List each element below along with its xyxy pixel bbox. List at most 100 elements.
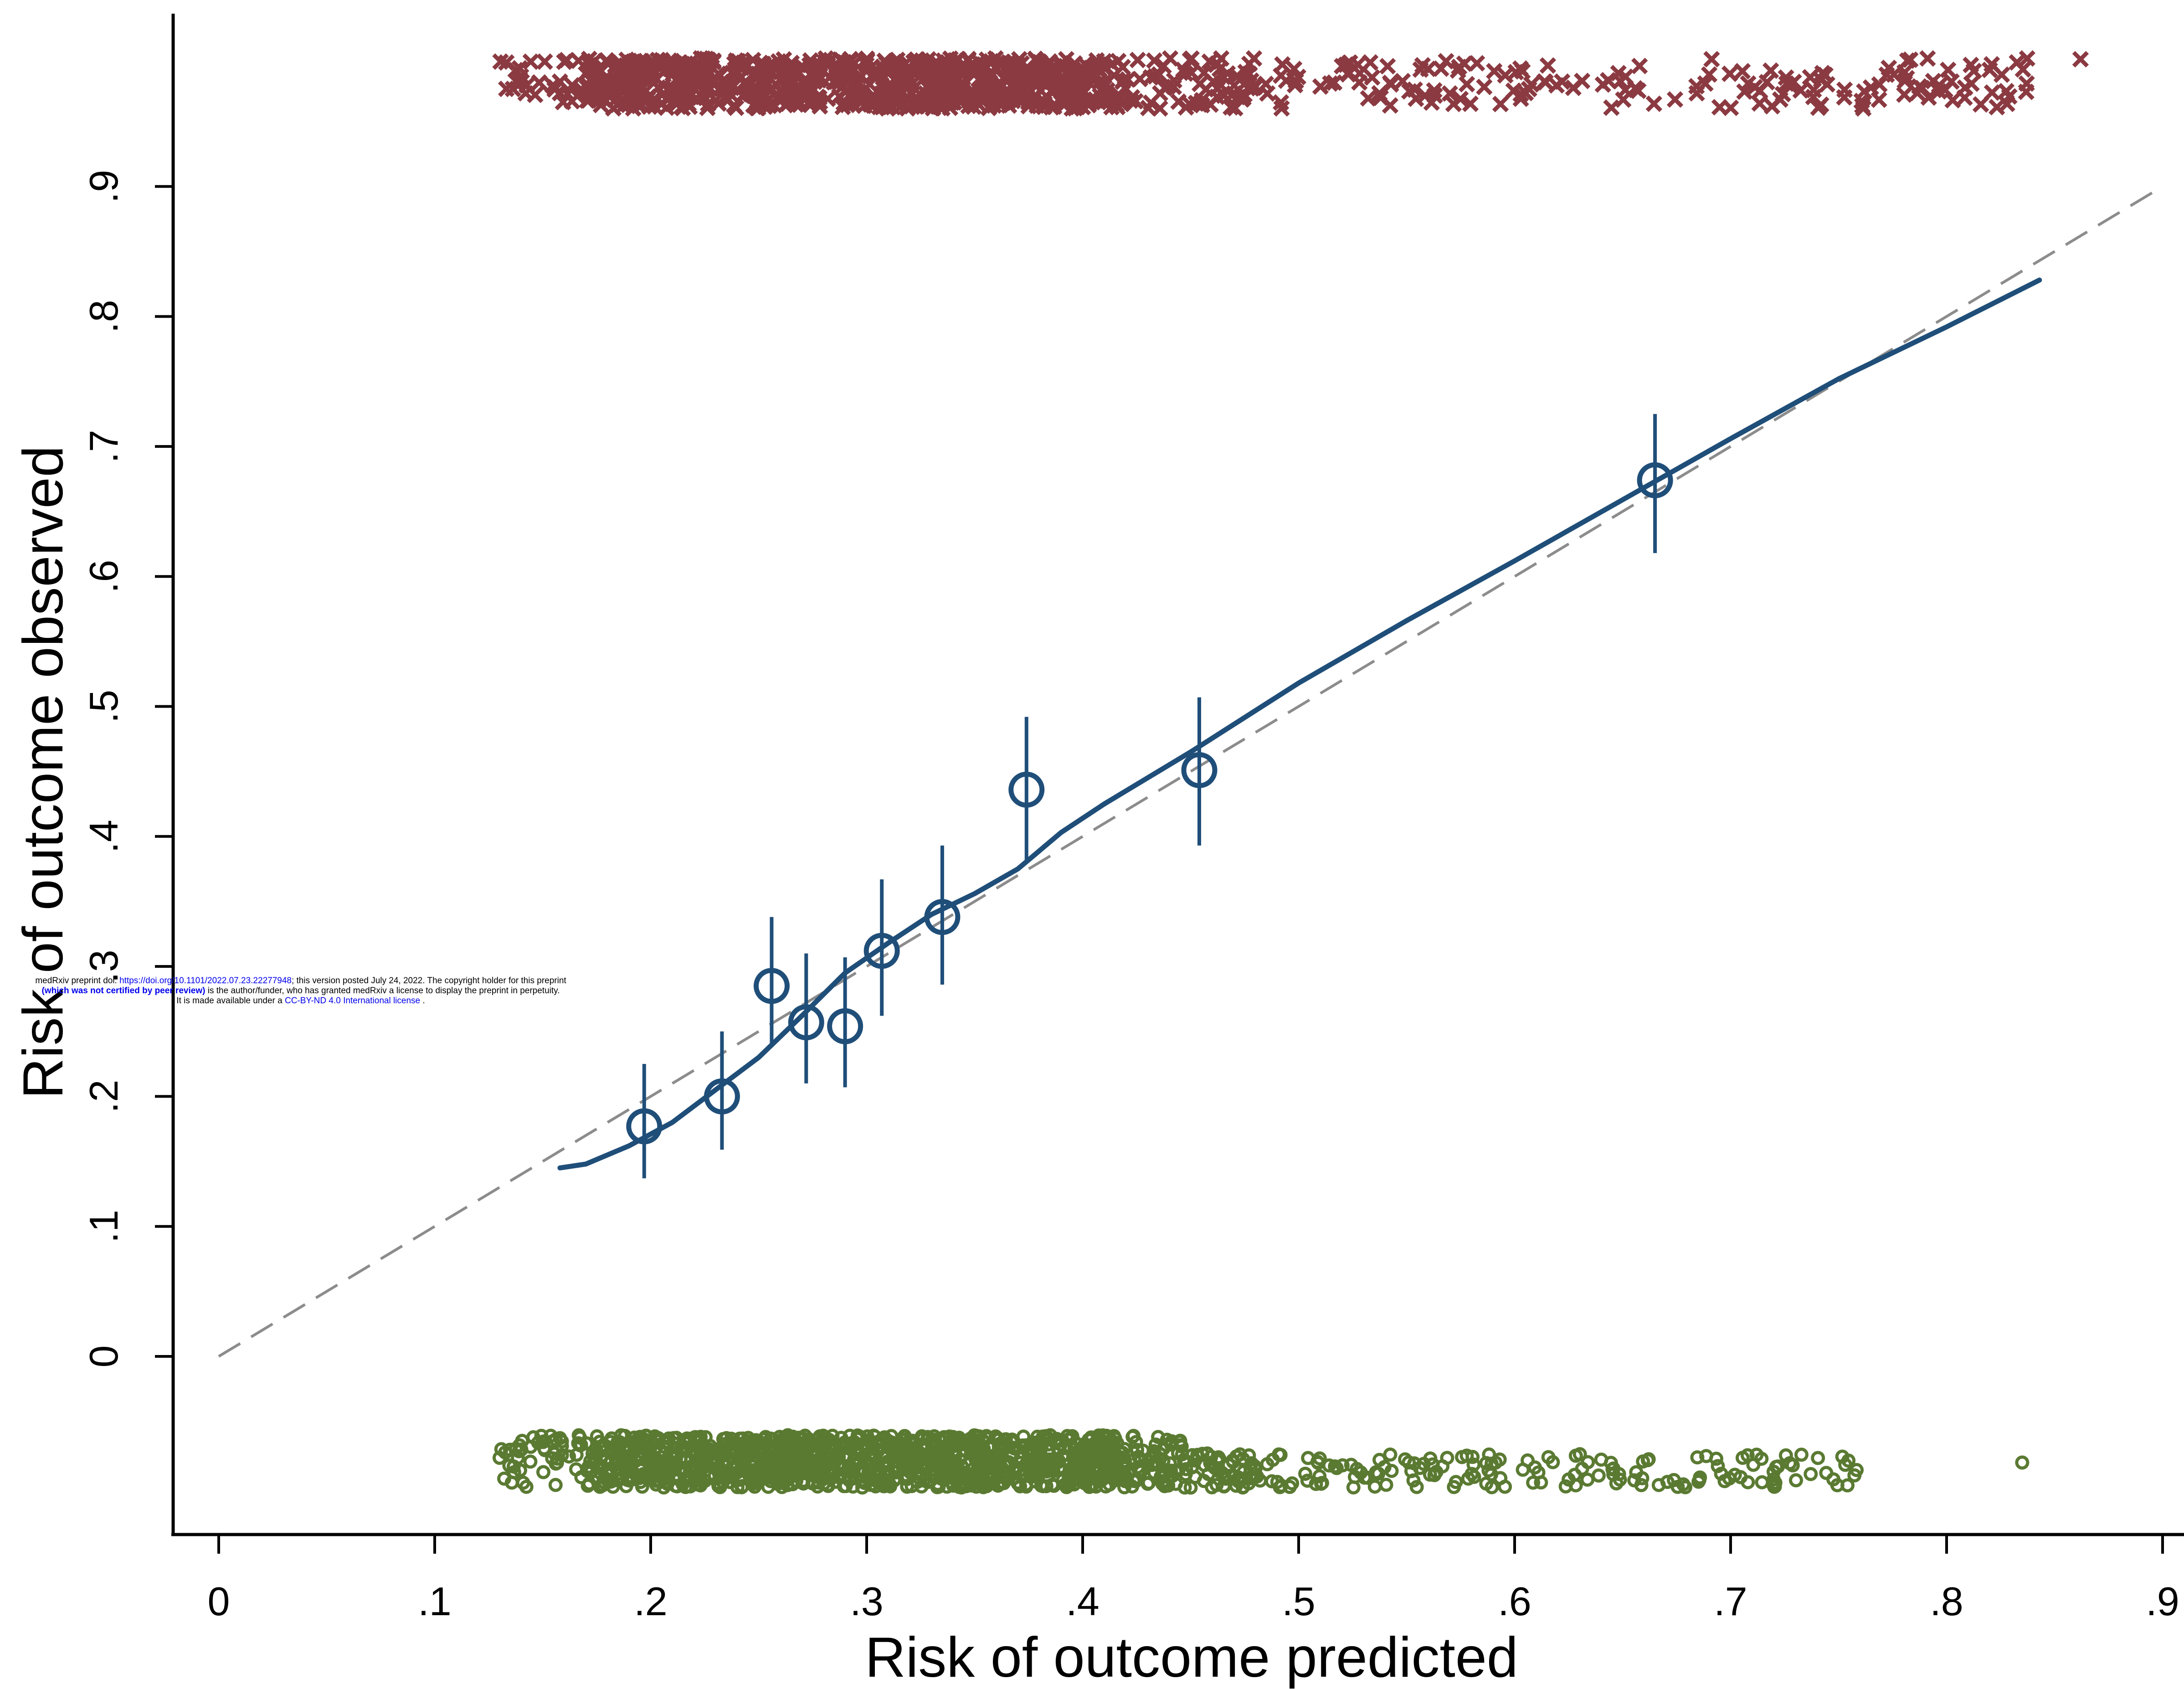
license-link[interactable]: CC-BY-ND 4.0 International license — [284, 996, 421, 1006]
non-event-marker — [1581, 1455, 1595, 1469]
x-tick-label: .1 — [418, 1579, 451, 1624]
event-marker — [1273, 100, 1290, 117]
event-marker — [1782, 77, 1799, 94]
non-event-marker — [1488, 1455, 1503, 1470]
event-marker — [746, 64, 763, 81]
non-event-marker — [843, 1460, 858, 1475]
event-marker — [1033, 73, 1050, 90]
non-event-marker — [621, 1471, 635, 1485]
non-event-marker — [631, 1432, 645, 1447]
event-marker — [837, 95, 854, 112]
non-event-marker — [1023, 1443, 1037, 1457]
non-event-marker — [1609, 1476, 1624, 1491]
non-event-marker — [1244, 1456, 1259, 1471]
non-event-marker — [931, 1442, 946, 1457]
non-event-marker — [894, 1436, 908, 1451]
non-event-marker — [581, 1479, 595, 1493]
non-event-marker — [512, 1438, 527, 1453]
event-marker — [1631, 57, 1648, 75]
non-event-marker — [1011, 1476, 1025, 1491]
non-event-marker — [641, 1451, 655, 1465]
event-marker — [1688, 78, 1705, 95]
event-marker — [1414, 57, 1431, 74]
non-event-marker — [1804, 1467, 1818, 1481]
event-marker — [1612, 73, 1629, 90]
non-event-marker — [506, 1459, 521, 1474]
non-event-marker — [587, 1450, 601, 1465]
watermark-text: medRxiv preprint doi: — [35, 976, 120, 986]
non-event-marker — [1233, 1447, 1247, 1462]
non-event-marker — [1629, 1465, 1644, 1479]
non-event-marker — [920, 1475, 935, 1489]
event-marker — [837, 59, 854, 76]
x-tick-label: 0 — [208, 1579, 230, 1624]
event-marker — [536, 53, 553, 70]
non-event-marker — [1113, 1446, 1128, 1461]
non-event-marker — [1190, 1448, 1205, 1462]
non-event-marker — [1089, 1459, 1104, 1474]
event-marker — [1183, 50, 1200, 67]
non-event-marker — [1033, 1435, 1048, 1449]
y-axis-ticks: 0 .1 .2 .3 .4 .5 .6 .7 .8 .9 — [81, 170, 173, 1367]
non-event-marker — [1484, 1467, 1499, 1482]
non-event-marker — [1591, 1468, 1606, 1483]
event-marker — [1972, 96, 1989, 113]
event-marker — [625, 91, 642, 108]
doi-link[interactable]: https://doi.org/10.1101/2022.07.23.22277… — [119, 976, 292, 986]
event-marker — [634, 59, 651, 76]
event-marker — [1433, 60, 1449, 77]
non-event-marker — [734, 1445, 748, 1459]
event-marker — [592, 97, 609, 113]
non-event-marker — [1603, 1456, 1618, 1470]
event-marker — [2019, 50, 2035, 67]
non-event-marker — [1567, 1468, 1582, 1482]
non-event-marker — [1045, 1478, 1059, 1492]
non-event-marker — [553, 1431, 567, 1445]
non-event-marker — [1055, 1449, 1069, 1463]
event-marker — [1573, 72, 1591, 89]
non-event-marker — [994, 1475, 1008, 1489]
event-marker — [980, 71, 997, 88]
non-event-marker — [1272, 1447, 1286, 1462]
group-point — [1008, 771, 1045, 808]
non-event-marker — [866, 1428, 881, 1443]
non-event-marker — [871, 1443, 886, 1458]
event-marker — [642, 71, 659, 88]
event-marker — [1645, 95, 1663, 112]
non-event-marker — [1282, 1479, 1297, 1494]
non-event-marker — [1244, 1471, 1258, 1485]
event-marker — [1146, 52, 1163, 69]
event-marker — [990, 91, 1007, 108]
event-marker — [1896, 86, 1913, 103]
non-event-marker — [1660, 1474, 1675, 1489]
event-marker — [1537, 74, 1554, 91]
event-marker — [1762, 62, 1779, 79]
event-marker — [795, 72, 812, 89]
event-marker — [845, 81, 862, 98]
non-event-marker — [735, 1480, 749, 1494]
non-event-marker — [1572, 1447, 1587, 1462]
event-marker — [1772, 91, 1789, 108]
non-event-marker — [1022, 1461, 1036, 1476]
non-event-marker — [1580, 1472, 1595, 1487]
non-event-marker — [1131, 1449, 1146, 1464]
event-marker — [2072, 51, 2089, 68]
event-marker — [1943, 73, 1960, 90]
non-event-marker — [574, 1437, 588, 1452]
event-marker — [1476, 78, 1493, 96]
non-event-marker — [977, 1477, 992, 1491]
x-tick-label: .2 — [634, 1579, 667, 1624]
event-marker — [522, 53, 539, 70]
event-marker — [1111, 91, 1128, 108]
non-event-marker — [612, 1472, 627, 1487]
non-event-marker — [661, 1435, 676, 1450]
non-event-marker — [1485, 1480, 1499, 1494]
non-event-marker — [1130, 1443, 1145, 1457]
event-marker — [1016, 81, 1033, 98]
non-event-marker — [1409, 1480, 1424, 1494]
non-event-marker — [1177, 1453, 1191, 1467]
non-event-marker — [1059, 1480, 1074, 1494]
event-marker — [920, 98, 937, 115]
event-marker — [835, 77, 852, 94]
event-marker — [1209, 80, 1226, 98]
